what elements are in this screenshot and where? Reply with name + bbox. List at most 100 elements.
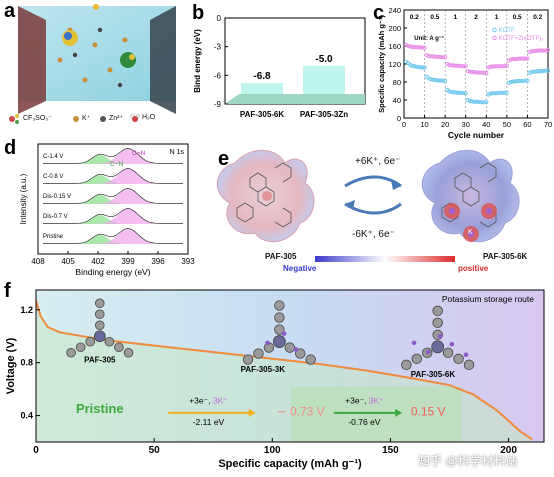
panel-label-a: a: [4, 0, 16, 22]
step2-voltage: 0.15 V: [411, 405, 446, 419]
core-ring-icon: [272, 335, 286, 348]
discharge-curve: [35, 300, 533, 441]
scale-negative-label: Negative: [283, 264, 317, 273]
data-point: [494, 91, 499, 96]
data-point: [492, 64, 497, 69]
y-tick-label: -9: [214, 100, 222, 109]
watermark: 知乎 @科学材料站: [418, 454, 518, 468]
benzene-ring-icon: [114, 342, 124, 353]
curve-label: Dis-0.7 V: [43, 214, 68, 220]
zn-ion-cartoon: [120, 52, 136, 68]
data-point: [430, 77, 435, 82]
data-point: [457, 90, 462, 95]
y-tick-label: 1.2: [20, 305, 33, 315]
benzene-ring-icon: [274, 312, 285, 323]
data-point: [476, 99, 481, 104]
data-point: [457, 63, 462, 68]
legend-zn: Zn²⁺: [109, 115, 124, 122]
rate-label: 1: [495, 14, 499, 21]
x-tick-label: 50: [149, 445, 161, 456]
x-tick-label: 150: [382, 445, 399, 456]
bar-value-label: -6.8: [253, 71, 271, 82]
data-point: [469, 70, 474, 75]
data-point: [426, 76, 431, 81]
pink-peak-fill: [43, 189, 183, 204]
bar-floor: [225, 94, 365, 104]
data-point: [517, 79, 522, 84]
data-point: [492, 91, 497, 96]
rate-label: 2: [474, 14, 478, 21]
x-tick-label: 402: [91, 257, 105, 266]
data-point: [416, 65, 421, 70]
data-point: [533, 69, 538, 74]
data-point: [467, 98, 472, 103]
step2-cations: 3K⁺: [369, 396, 384, 406]
data-point: [529, 49, 534, 54]
x-tick-label: 0: [402, 120, 406, 129]
data-point: [473, 99, 479, 104]
data-point: [535, 69, 540, 74]
x-tick-label: 399: [121, 257, 135, 266]
benzene-ring-icon: [123, 347, 134, 358]
data-point: [498, 64, 503, 69]
y-tick-label: 120: [388, 60, 401, 69]
paf-305-6k-molecule: [401, 305, 475, 371]
lightbulb-icon: [93, 4, 99, 10]
data-point: [463, 64, 468, 69]
panel-label-d: d: [4, 137, 17, 159]
data-point: [486, 65, 491, 70]
envelope-line: [43, 208, 183, 224]
data-point: [482, 70, 487, 76]
k-atom: [281, 331, 287, 336]
data-point: [531, 69, 536, 74]
y-tick-label: 0.8: [20, 358, 33, 368]
k-atom: [449, 341, 455, 347]
data-point: [513, 57, 518, 62]
y-tick-label: 0: [217, 14, 222, 23]
k-marker-label: K: [468, 229, 473, 236]
mol-label-paf305: PAF-305: [84, 356, 116, 365]
y-axis-label: Bind energy (eV): [193, 29, 202, 93]
data-point: [447, 89, 452, 94]
data-point: [432, 54, 437, 59]
data-point: [515, 57, 520, 62]
panel-f-discharge-chart: 0 50 100 150 200 0.4 0.8 1.2 Specific capacity (…: [5, 289, 545, 470]
k-ion-icon: [73, 116, 79, 122]
plot-frame: [403, 9, 549, 119]
x-tick-label: 396: [151, 257, 165, 266]
step2-reaction-label: +3e⁻, 3K⁺: [345, 396, 384, 406]
data-point: [480, 70, 485, 75]
curve-label: C-0.8 V: [43, 174, 63, 180]
data-point: [434, 78, 439, 83]
data-point: [453, 63, 458, 68]
data-point: [496, 64, 501, 69]
curve-label: Dis-0.15 V: [43, 194, 71, 200]
envelope-line: [43, 228, 183, 244]
paf-305-molecule: [66, 298, 134, 358]
data-point: [504, 90, 509, 95]
benzene-ring-icon: [66, 347, 76, 358]
forward-reaction: +6K⁺, 6e⁻: [355, 156, 401, 167]
data-point: [438, 78, 444, 83]
data-point: [428, 54, 433, 59]
legend-h2o: H₂O: [142, 114, 156, 121]
data-point: [412, 44, 417, 49]
x-category-label: PAF-305-6K: [240, 110, 285, 119]
paf-305-3k-molecule: [242, 300, 316, 365]
data-point: [523, 78, 528, 83]
data-point: [471, 99, 476, 104]
data-point: [510, 79, 516, 84]
data-point: [469, 99, 474, 104]
rate-label: 1: [454, 14, 458, 21]
mol-label-paf305-6k: PAF-305-6K: [411, 370, 456, 379]
data-point: [449, 89, 454, 94]
x-tick-label: 200: [500, 445, 517, 456]
paf-305-6k-surface: [421, 149, 520, 243]
data-point: [426, 53, 431, 58]
reverse-reaction: -6K⁺, 6e⁻: [352, 229, 395, 240]
plot-frame: [35, 289, 545, 443]
benzene-ring-icon: [94, 320, 105, 331]
y-tick-label: -3: [214, 43, 222, 52]
y-tick-label: 80: [393, 78, 401, 87]
data-point: [451, 90, 456, 95]
